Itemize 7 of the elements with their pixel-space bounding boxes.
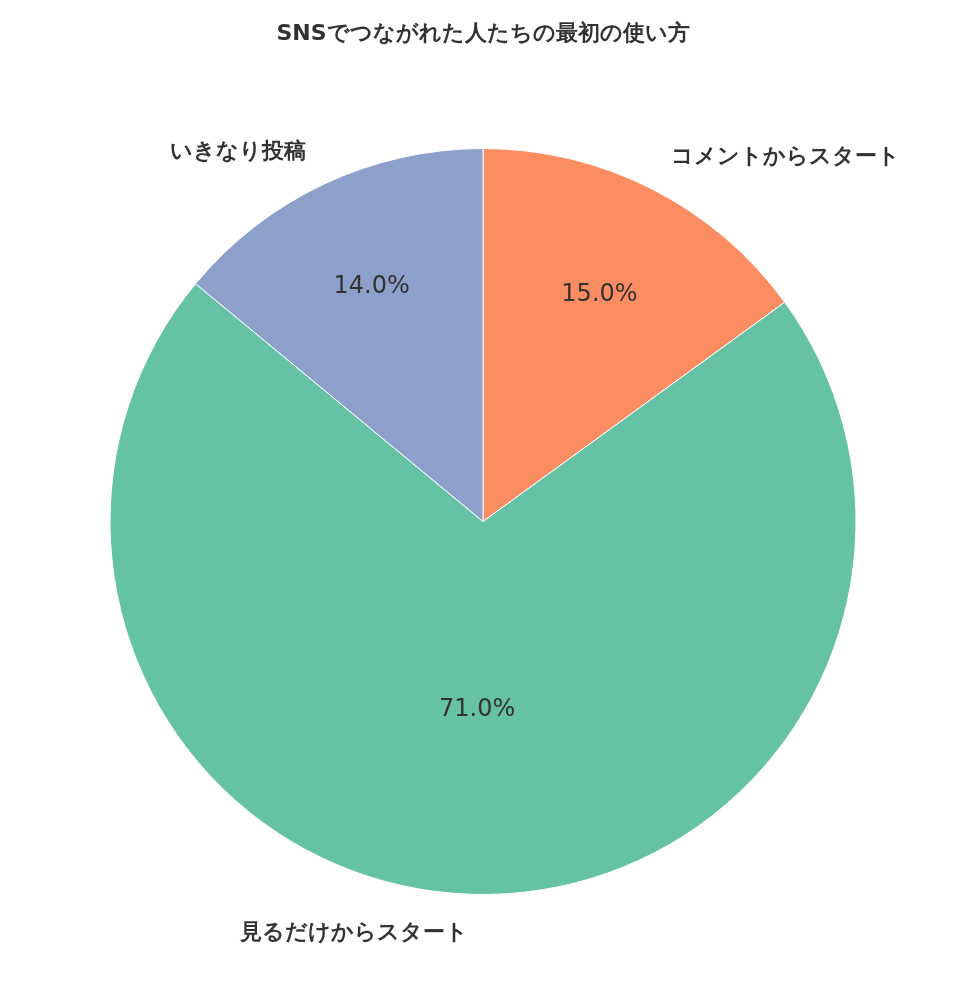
slice-label: コメントからスタート: [671, 143, 900, 168]
slice-label: いきなり投稿: [170, 138, 306, 163]
data-label: 14.0%: [333, 270, 410, 299]
data-label: 71.0%: [439, 693, 516, 722]
data-label: 15.0%: [561, 278, 638, 307]
chart-title: SNSでつながれた人たちの最初の使い方: [276, 20, 690, 46]
slice-label: 見るだけからスタート: [239, 919, 468, 944]
